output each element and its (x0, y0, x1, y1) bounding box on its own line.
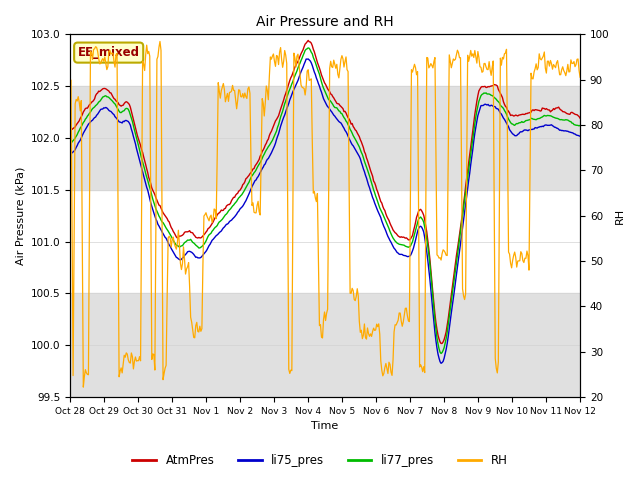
Title: Air Pressure and RH: Air Pressure and RH (256, 15, 394, 29)
Bar (70, 293, 580, 397)
Y-axis label: Air Pressure (kPa): Air Pressure (kPa) (15, 167, 25, 265)
Legend: AtmPres, li75_pres, li77_pres, RH: AtmPres, li75_pres, li77_pres, RH (128, 449, 512, 472)
Text: EE_mixed: EE_mixed (77, 46, 140, 59)
Bar (70, 86, 580, 190)
Y-axis label: RH: RH (615, 208, 625, 224)
X-axis label: Time: Time (312, 421, 339, 432)
